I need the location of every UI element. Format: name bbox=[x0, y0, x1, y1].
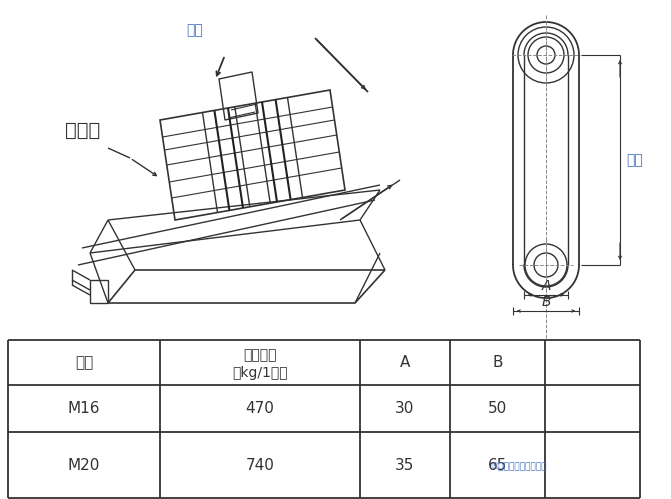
Text: 30: 30 bbox=[395, 401, 415, 416]
Text: 尺寸: 尺寸 bbox=[75, 355, 93, 370]
Text: 35: 35 bbox=[395, 458, 415, 473]
Text: B: B bbox=[541, 295, 551, 309]
Text: M16: M16 bbox=[68, 401, 100, 416]
Text: 740: 740 bbox=[246, 458, 274, 473]
Text: 470: 470 bbox=[246, 401, 274, 416]
Text: 向视: 向视 bbox=[187, 23, 203, 37]
Text: 65: 65 bbox=[488, 458, 507, 473]
Text: （kg/1本）: （kg/1本） bbox=[232, 365, 288, 380]
Text: 行程: 行程 bbox=[626, 153, 643, 167]
Text: A: A bbox=[541, 279, 551, 293]
Text: 不加工: 不加工 bbox=[65, 120, 100, 140]
Text: A: A bbox=[400, 355, 410, 370]
Text: ⑤金冲压模具设计资料: ⑤金冲压模具设计资料 bbox=[490, 463, 546, 472]
Text: M20: M20 bbox=[68, 458, 100, 473]
Text: B: B bbox=[493, 355, 503, 370]
Text: 50: 50 bbox=[488, 401, 507, 416]
Text: 许用载荷: 许用载荷 bbox=[244, 348, 276, 362]
